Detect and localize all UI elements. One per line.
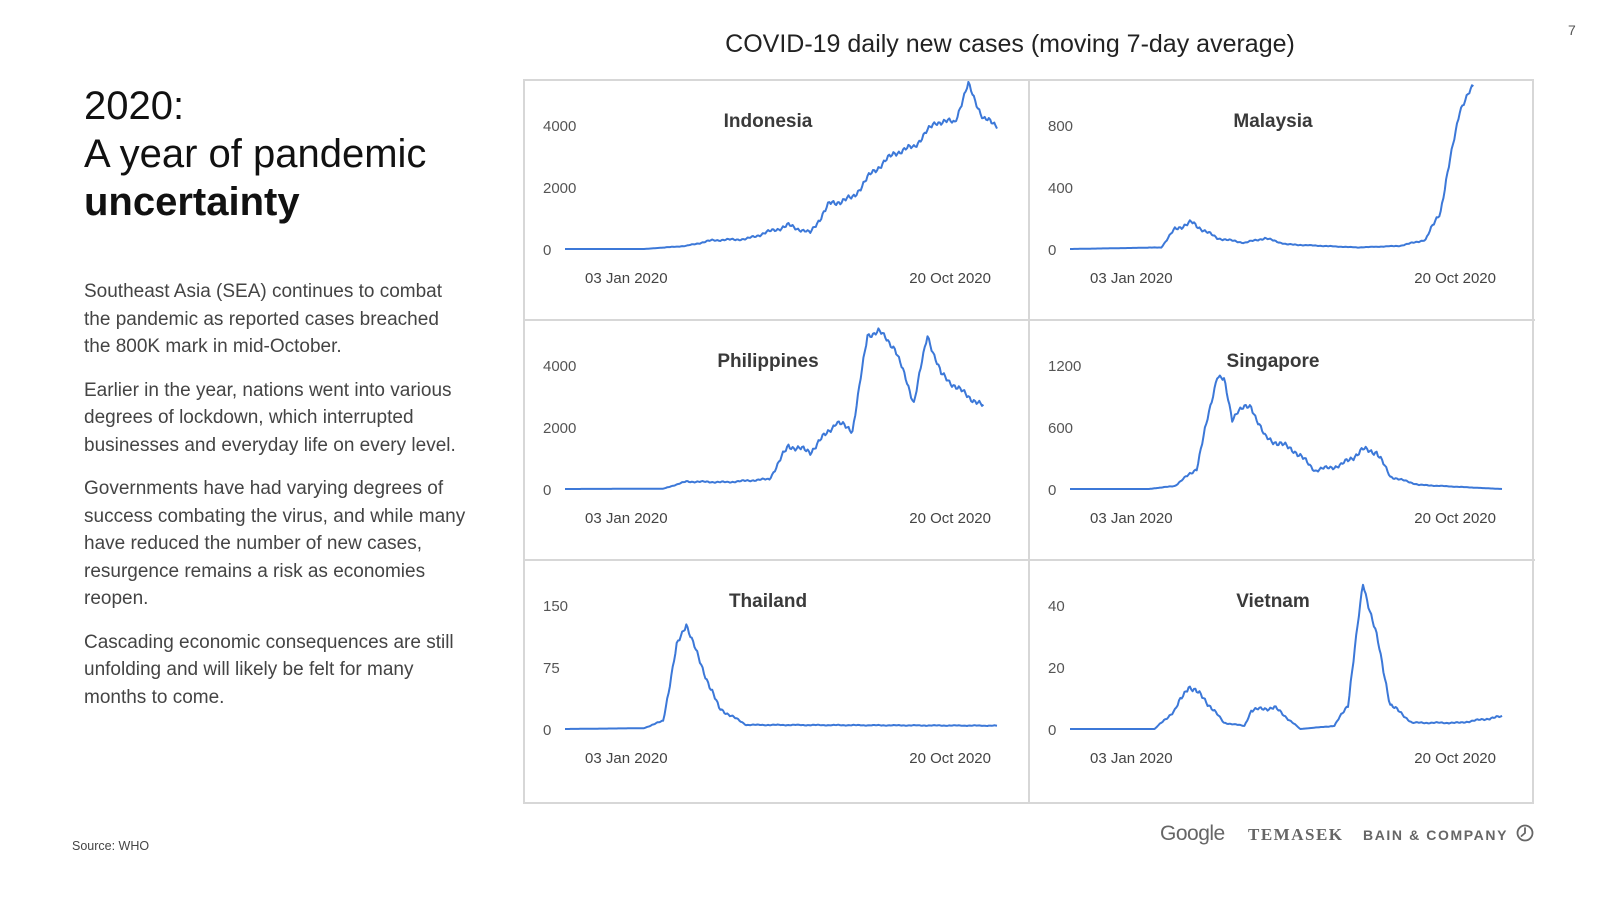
panel-indonesia: Indonesia 0 2000 4000 03 Jan 2020 20 Oct 2020 — [525, 81, 1030, 321]
y-tick-label: 2000 — [543, 180, 576, 197]
x-tick-label: 20 Oct 2020 — [1414, 510, 1496, 527]
y-tick-label: 75 — [543, 660, 560, 677]
paragraph-4: Cascading economic consequences are stil… — [84, 631, 454, 708]
y-tick-label: 400 — [1048, 180, 1073, 197]
y-tick-label: 0 — [543, 482, 551, 499]
y-tick-label: 2000 — [543, 420, 576, 437]
x-tick-label: 20 Oct 2020 — [909, 270, 991, 287]
series-line-singapore — [1070, 374, 1503, 490]
chart-indonesia: Indonesia 0 2000 4000 03 Jan 2020 20 Oct 2020 — [543, 81, 998, 287]
panel-title-malaysia: Malaysia — [1233, 111, 1313, 132]
panel-title-philippines: Philippines — [717, 351, 818, 372]
series-line-indonesia — [565, 81, 998, 250]
chart-thailand: Thailand 0 75 150 03 Jan 2020 20 Oct 2020 — [543, 591, 998, 767]
slide-title: 2020: A year of pandemic uncertainty — [84, 82, 484, 226]
chart-grid: Indonesia 0 2000 4000 03 Jan 2020 20 Oct 2020… — [523, 79, 1535, 804]
y-tick-label: 800 — [1048, 118, 1073, 135]
x-tick-label: 03 Jan 2020 — [1090, 750, 1173, 767]
y-tick-label: 40 — [1048, 598, 1065, 615]
partner-logos: Google TEMASEK BAIN & COMPANY — [1160, 822, 1540, 852]
panel-title-singapore: Singapore — [1227, 351, 1320, 372]
bain-clock-icon — [1516, 824, 1534, 842]
source-note: Source: WHO — [72, 839, 150, 853]
y-tick-label: 0 — [543, 722, 551, 739]
x-tick-label: 20 Oct 2020 — [909, 750, 991, 767]
panel-singapore: Singapore 0 600 1200 03 Jan 2020 20 Oct 2020 — [1030, 321, 1535, 561]
x-tick-label: 20 Oct 2020 — [909, 510, 991, 527]
temasek-logo: TEMASEK — [1248, 825, 1344, 844]
title-line-3: uncertainty — [84, 180, 300, 224]
panel-vietnam: Vietnam 0 20 40 03 Jan 2020 20 Oct 2020 — [1030, 561, 1535, 802]
title-line-2: A year of pandemic — [84, 132, 427, 176]
paragraph-2: Earlier in the year, nations went into v… — [84, 379, 456, 456]
chart-singapore: Singapore 0 600 1200 03 Jan 2020 20 Oct 2020 — [1048, 351, 1503, 527]
bain-logo: BAIN & COMPANY — [1363, 827, 1509, 843]
x-tick-label: 03 Jan 2020 — [585, 750, 668, 767]
y-tick-label: 1200 — [1048, 358, 1081, 375]
body-text: Southeast Asia (SEA) continues to combat… — [84, 278, 469, 727]
series-line-philippines — [565, 327, 985, 490]
panel-philippines: Philippines 0 2000 4000 03 Jan 2020 20 Oct 20… — [525, 321, 1030, 561]
paragraph-1: Southeast Asia (SEA) continues to combat… — [84, 281, 443, 357]
series-line-malaysia — [1070, 84, 1474, 250]
google-logo: Google — [1160, 822, 1225, 845]
panel-malaysia: Malaysia 0 400 800 03 Jan 2020 20 Oct 2020 — [1030, 81, 1535, 321]
x-tick-label: 03 Jan 2020 — [585, 270, 668, 287]
y-tick-label: 150 — [543, 598, 568, 615]
paragraph-3: Governments have had varying degrees of … — [84, 478, 466, 609]
panel-thailand: Thailand 0 75 150 03 Jan 2020 20 Oct 2020 — [525, 561, 1030, 802]
x-tick-label: 20 Oct 2020 — [1414, 270, 1496, 287]
title-line-1: 2020: — [84, 84, 185, 128]
series-line-thailand — [565, 623, 998, 730]
page-number: 7 — [1568, 22, 1576, 38]
y-tick-label: 0 — [543, 242, 551, 259]
panel-title-vietnam: Vietnam — [1236, 591, 1310, 612]
panel-title-thailand: Thailand — [729, 591, 807, 612]
y-tick-label: 0 — [1048, 242, 1056, 259]
x-tick-label: 03 Jan 2020 — [1090, 510, 1173, 527]
y-tick-label: 20 — [1048, 660, 1065, 677]
chart-vietnam: Vietnam 0 20 40 03 Jan 2020 20 Oct 2020 — [1048, 583, 1503, 767]
y-tick-label: 0 — [1048, 482, 1056, 499]
y-tick-label: 4000 — [543, 358, 576, 375]
chart-malaysia: Malaysia 0 400 800 03 Jan 2020 20 Oct 2020 — [1048, 84, 1496, 287]
x-tick-label: 03 Jan 2020 — [585, 510, 668, 527]
series-line-vietnam — [1070, 583, 1503, 730]
panel-title-indonesia: Indonesia — [724, 111, 813, 132]
chart-philippines: Philippines 0 2000 4000 03 Jan 2020 20 Oct 20… — [543, 327, 991, 527]
y-tick-label: 0 — [1048, 722, 1056, 739]
x-tick-label: 03 Jan 2020 — [1090, 270, 1173, 287]
y-tick-label: 4000 — [543, 118, 576, 135]
chart-title: COVID-19 daily new cases (moving 7-day a… — [725, 30, 1295, 58]
x-tick-label: 20 Oct 2020 — [1414, 750, 1496, 767]
y-tick-label: 600 — [1048, 420, 1073, 437]
